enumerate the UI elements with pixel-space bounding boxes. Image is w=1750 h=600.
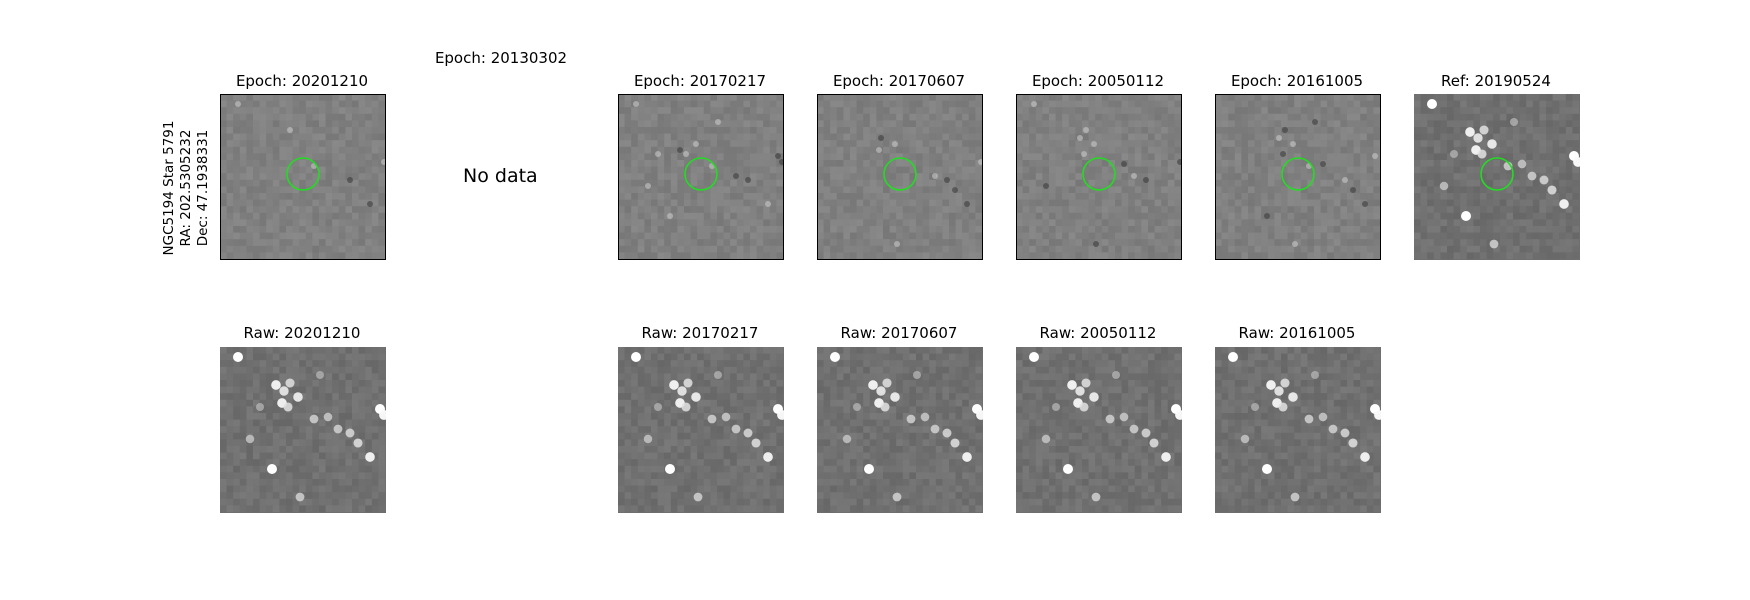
raw-title-3: Raw: 20170607 [840, 324, 958, 342]
raw-title-2: Raw: 20170217 [641, 324, 759, 342]
target-dec: Dec: 47.1938331 [195, 129, 211, 247]
reference-image [1414, 94, 1580, 260]
target-marker-circle [1480, 157, 1514, 191]
difference-image-3 [618, 94, 784, 260]
raw-title-1: Raw: 20201210 [243, 324, 361, 342]
target-marker-circle [883, 157, 917, 191]
target-marker-circle [1281, 157, 1315, 191]
target-marker-circle [684, 157, 718, 191]
target-name: NGC5194 Star 5791 [161, 120, 177, 256]
ref-title: Ref: 20190524 [1441, 72, 1551, 90]
raw-image-5 [1215, 347, 1381, 513]
difference-image-1 [220, 94, 386, 260]
raw-title-4: Raw: 20050112 [1039, 324, 1157, 342]
difference-image-5 [1016, 94, 1182, 260]
epoch-title-6: Epoch: 20161005 [1230, 72, 1364, 90]
raw-image-2 [618, 347, 784, 513]
raw-image-3 [817, 347, 983, 513]
epoch-title-2: Epoch: 20130302 [434, 49, 568, 67]
difference-image-6 [1215, 94, 1381, 260]
no-data-text: No data [463, 165, 538, 187]
target-marker-circle [286, 157, 320, 191]
epoch-title-5: Epoch: 20050112 [1031, 72, 1165, 90]
epoch-title-1: Epoch: 20201210 [235, 72, 369, 90]
raw-image-4 [1016, 347, 1182, 513]
difference-image-4 [817, 94, 983, 260]
epoch-title-3: Epoch: 20170217 [633, 72, 767, 90]
target-marker-circle [1082, 157, 1116, 191]
raw-image-1 [220, 347, 386, 513]
epoch-title-4: Epoch: 20170607 [832, 72, 966, 90]
raw-title-5: Raw: 20161005 [1238, 324, 1356, 342]
target-ra: RA: 202.5305232 [178, 129, 194, 247]
